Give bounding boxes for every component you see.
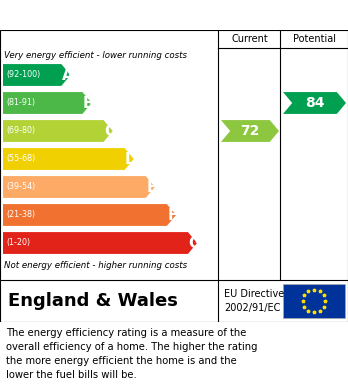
Polygon shape xyxy=(3,148,134,170)
Text: F: F xyxy=(168,208,179,222)
Polygon shape xyxy=(3,120,113,142)
Text: (55-68): (55-68) xyxy=(6,154,35,163)
Text: (92-100): (92-100) xyxy=(6,70,40,79)
Bar xyxy=(283,284,345,318)
Polygon shape xyxy=(3,64,71,86)
Text: EU Directive
2002/91/EC: EU Directive 2002/91/EC xyxy=(224,289,284,312)
Polygon shape xyxy=(3,232,197,254)
Text: E: E xyxy=(147,179,157,194)
Text: Current: Current xyxy=(231,34,268,44)
Text: (39-54): (39-54) xyxy=(6,183,35,192)
Text: (21-38): (21-38) xyxy=(6,210,35,219)
Text: (1-20): (1-20) xyxy=(6,239,30,248)
Text: Not energy efficient - higher running costs: Not energy efficient - higher running co… xyxy=(4,260,187,269)
Text: 72: 72 xyxy=(240,124,260,138)
Text: D: D xyxy=(125,151,137,167)
Text: Potential: Potential xyxy=(293,34,336,44)
Polygon shape xyxy=(283,92,346,114)
Text: (69-80): (69-80) xyxy=(6,127,35,136)
Polygon shape xyxy=(221,120,279,142)
Text: The energy efficiency rating is a measure of the
overall efficiency of a home. T: The energy efficiency rating is a measur… xyxy=(6,328,258,380)
Polygon shape xyxy=(3,176,155,198)
Text: Very energy efficient - lower running costs: Very energy efficient - lower running co… xyxy=(4,51,187,60)
Polygon shape xyxy=(3,204,176,226)
Text: A: A xyxy=(62,68,74,83)
Text: England & Wales: England & Wales xyxy=(8,292,178,310)
Text: (81-91): (81-91) xyxy=(6,99,35,108)
Text: C: C xyxy=(104,124,116,138)
Text: B: B xyxy=(83,95,95,111)
Text: 84: 84 xyxy=(305,96,324,110)
Polygon shape xyxy=(3,92,92,114)
Text: G: G xyxy=(188,235,200,251)
Text: Energy Efficiency Rating: Energy Efficiency Rating xyxy=(64,7,284,23)
